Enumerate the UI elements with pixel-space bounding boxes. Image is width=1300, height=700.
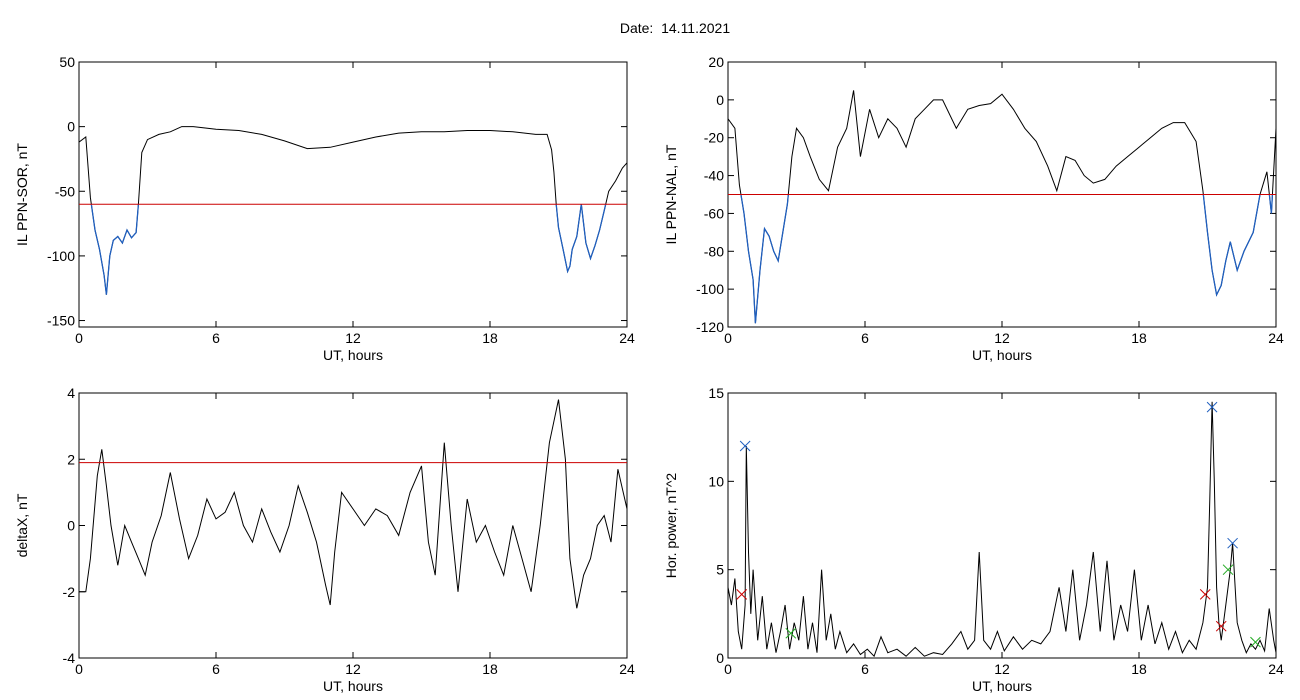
power-y-tick-label: 5 [716, 562, 724, 578]
nal-y-tick-label: -120 [696, 319, 724, 335]
nal-y-tick-label: -80 [704, 243, 724, 259]
power-marker-x [1206, 401, 1218, 413]
sor-y-tick-label: -150 [47, 313, 75, 329]
power-x-tick-label: 0 [724, 661, 732, 677]
sor-x-axis-label: UT, hours [323, 347, 383, 363]
sor-series-line [79, 126, 627, 295]
nal-y-tick-label: 0 [716, 92, 724, 108]
nal-y-tick-label: -60 [704, 205, 724, 221]
sor-y-tick-label: -100 [47, 248, 75, 264]
nal-series-below-threshold [740, 194, 1274, 324]
nal-y-axis-label: IL PPN-NAL, nT [663, 144, 679, 244]
power-marker-x [1222, 564, 1234, 576]
power-marker-x [736, 589, 748, 600]
nal-y-tick-label: 20 [708, 54, 724, 70]
power-x-tick-label: 12 [994, 661, 1010, 677]
deltax-y-tick-label: -2 [63, 584, 76, 600]
nal-x-tick-label: 18 [1131, 330, 1147, 346]
nal-y-tick-label: -100 [696, 281, 724, 297]
power-marker-x [1215, 620, 1227, 632]
sor-series-below-threshold [90, 204, 607, 295]
deltax-y-axis-label: deltaX, nT [14, 493, 30, 557]
power-y-axis-label: Hor. power, nT^2 [663, 473, 679, 579]
nal-x-axis-label: UT, hours [972, 347, 1032, 363]
page-title: Date: 14.11.2021 [619, 20, 731, 36]
nal-series-line [728, 90, 1276, 324]
deltax-y-tick-label: 4 [67, 385, 75, 401]
deltax-x-tick-label: 12 [345, 661, 361, 677]
sor-x-tick-label: 24 [619, 330, 635, 346]
nal-y-tick-label: -40 [704, 168, 724, 184]
sor-x-tick-label: 18 [482, 330, 498, 346]
power-x-tick-label: 24 [1268, 661, 1284, 677]
sor-y-axis-label: IL PPN-SOR, nT [14, 143, 30, 246]
power-x-tick-label: 18 [1131, 661, 1147, 677]
power-marker-x [1227, 537, 1238, 549]
deltax-x-axis-label: UT, hours [323, 678, 383, 694]
sor-y-tick-label: -50 [55, 183, 75, 199]
power-x-tick-label: 6 [861, 661, 869, 677]
sor-y-tick-label: 50 [59, 54, 75, 70]
nal-x-tick-label: 0 [724, 330, 732, 346]
deltax-series-line [79, 399, 627, 609]
power-x-axis-label: UT, hours [972, 678, 1032, 694]
nal-x-tick-label: 6 [861, 330, 869, 346]
power-y-tick-label: 0 [716, 650, 724, 666]
power-y-tick-label: 15 [708, 385, 724, 401]
deltax-plot-frame [78, 392, 628, 659]
nal-x-tick-label: 24 [1268, 330, 1284, 346]
deltax-y-tick-label: 0 [67, 518, 75, 534]
deltax-x-tick-label: 24 [619, 661, 635, 677]
sor-x-tick-label: 6 [212, 330, 220, 346]
power-marker-x [739, 440, 751, 452]
power-series-line [728, 401, 1276, 658]
power-plot-frame [727, 392, 1277, 659]
deltax-y-tick-label: -4 [63, 650, 76, 666]
deltax-x-tick-label: 6 [212, 661, 220, 677]
power-y-tick-label: 10 [708, 473, 724, 489]
sor-x-tick-label: 12 [345, 330, 361, 346]
nal-x-tick-label: 12 [994, 330, 1010, 346]
sor-x-tick-label: 0 [75, 330, 83, 346]
sor-y-tick-label: 0 [67, 119, 75, 135]
power-marker-x [1199, 589, 1211, 600]
power-marker-x [1250, 636, 1261, 648]
nal-y-tick-label: -20 [704, 130, 724, 146]
deltax-x-tick-label: 0 [75, 661, 83, 677]
deltax-y-tick-label: 2 [67, 451, 75, 467]
power-marker-x [785, 627, 797, 639]
sor-plot-frame [78, 61, 628, 328]
deltax-x-tick-label: 18 [482, 661, 498, 677]
